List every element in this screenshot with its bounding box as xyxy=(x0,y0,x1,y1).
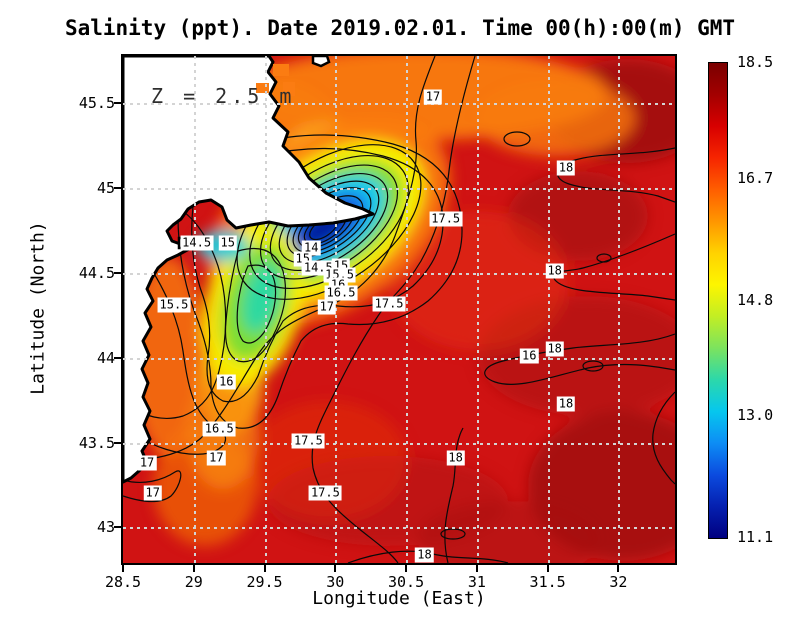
gridline-horizontal xyxy=(123,188,675,191)
y-tick-mark xyxy=(114,102,121,105)
contour-label: 16 xyxy=(217,374,236,390)
x-tick-label: 29 xyxy=(184,573,203,591)
y-tick-label: 44.5 xyxy=(78,264,115,283)
contour-label: 18 xyxy=(556,160,576,176)
x-tick-label: 29.5 xyxy=(246,573,283,591)
depth-annotation: Z = 2.5 m xyxy=(151,84,296,108)
gridline-vertical xyxy=(264,56,267,563)
gridline-horizontal xyxy=(123,273,675,276)
contour-label: 18 xyxy=(545,263,564,279)
colorbar-tick-label: 14.8 xyxy=(737,290,774,309)
x-tick-mark xyxy=(617,565,620,572)
contour-label: 18 xyxy=(446,450,465,466)
x-axis-label: Longitude (East) xyxy=(312,588,486,609)
x-tick-mark xyxy=(192,565,195,572)
gridline-vertical xyxy=(193,56,196,563)
contour-label: 17 xyxy=(317,299,337,315)
islet xyxy=(311,56,331,68)
y-tick-mark xyxy=(114,526,121,529)
contour-label: 16 xyxy=(519,348,539,364)
x-tick-label: 28.5 xyxy=(104,573,142,591)
gridline-horizontal xyxy=(123,442,675,445)
x-tick-label: 32 xyxy=(609,573,628,591)
colorbar-tick-label: 18.5 xyxy=(737,53,774,71)
contour-label: 14 xyxy=(302,240,321,256)
gridline-vertical xyxy=(476,56,479,563)
contour-label: 18 xyxy=(545,341,564,357)
x-tick-mark xyxy=(334,565,337,572)
map-plot-area: 14.5 15 14 15 14.5 15 15.5 16 16.5 17 17.5 15.5 16 16… xyxy=(121,54,677,565)
x-tick-mark xyxy=(263,565,266,572)
y-tick-mark xyxy=(114,187,121,190)
colorbar xyxy=(708,62,728,539)
lagoon-cell xyxy=(273,64,289,76)
x-tick-label: 31 xyxy=(467,573,486,591)
gridline-vertical xyxy=(547,56,550,563)
gridline-horizontal xyxy=(123,103,675,106)
y-axis-label: Latitude (North) xyxy=(27,221,49,395)
contour-label: 17 xyxy=(143,485,162,501)
contour-label: 18 xyxy=(556,396,576,412)
x-tick-mark xyxy=(122,565,124,572)
y-tick-label: 43.5 xyxy=(78,433,115,452)
x-tick-mark xyxy=(546,565,549,572)
gridline-vertical xyxy=(335,56,338,563)
contour-label: 16.5 xyxy=(202,421,236,437)
gridline-horizontal xyxy=(123,527,675,530)
lagoon-cell xyxy=(256,83,269,93)
contour-label: 17 xyxy=(423,89,443,105)
contour-label: 17 xyxy=(137,455,157,471)
x-tick-label: 30 xyxy=(326,573,345,591)
x-tick-mark xyxy=(405,565,408,572)
gridline-horizontal xyxy=(123,357,675,360)
y-tick-mark xyxy=(114,272,121,275)
x-tick-label: 31.5 xyxy=(529,573,566,591)
contour-lines xyxy=(123,56,675,563)
contour-label: 14.5 xyxy=(180,235,214,251)
y-tick-label: 45 xyxy=(96,179,115,198)
y-tick-label: 43 xyxy=(96,518,115,537)
colorbar-tick-label: 11.1 xyxy=(737,528,774,546)
contour-label: 17.5 xyxy=(372,296,406,312)
lagoon-cell xyxy=(283,82,295,96)
salinity-field-canvas xyxy=(123,56,675,563)
contour-label: 17 xyxy=(207,450,226,466)
x-tick-mark xyxy=(475,565,478,572)
contour-label: 17.5 xyxy=(308,485,342,501)
gridline-vertical xyxy=(406,56,409,563)
contour-label: 17.5 xyxy=(291,433,325,449)
contour-label: 18 xyxy=(415,547,434,563)
y-tick-label: 45.5 xyxy=(78,94,115,113)
colorbar-tick-label: 16.7 xyxy=(737,168,774,187)
contour-label: 17.5 xyxy=(429,211,463,227)
gridline-vertical xyxy=(618,56,621,563)
chart-title: Salinity (ppt). Date 2019.02.01. Time 00… xyxy=(64,16,736,40)
contour-label: 15 xyxy=(218,235,237,251)
y-tick-label: 44 xyxy=(96,348,115,367)
contour-label: 16.5 xyxy=(324,285,358,301)
x-tick-label: 30.5 xyxy=(388,573,425,591)
colorbar-tick-label: 13.0 xyxy=(737,406,774,425)
contour-label: 15.5 xyxy=(157,297,191,313)
y-tick-mark xyxy=(114,441,121,444)
y-tick-mark xyxy=(114,356,121,359)
